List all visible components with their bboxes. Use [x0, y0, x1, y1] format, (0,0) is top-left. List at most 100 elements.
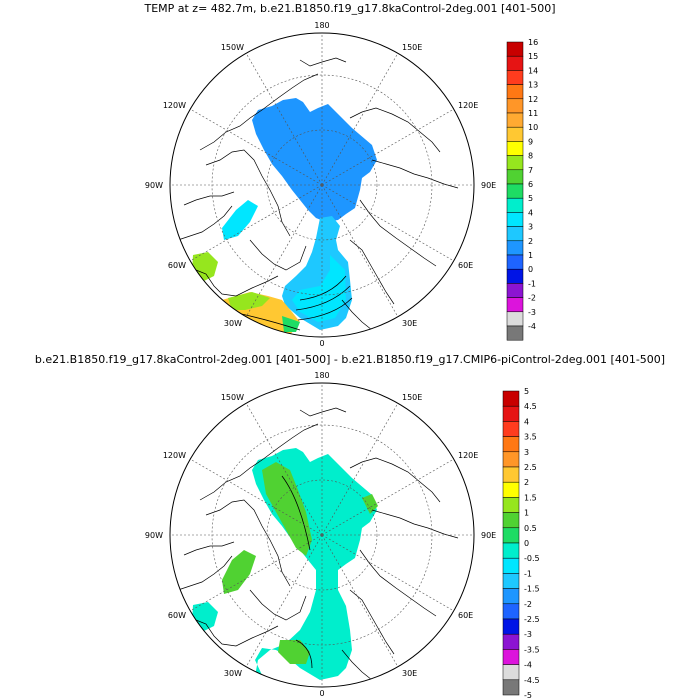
- colorbar-tick-label: 7: [528, 166, 533, 175]
- field-nordic: [278, 640, 310, 664]
- colorbar-swatch: [506, 183, 524, 199]
- lon-label: 90E: [481, 531, 496, 540]
- colorbar-tick-label: -3.5: [524, 645, 540, 654]
- lon-label: 90W: [145, 531, 163, 540]
- colorbar-swatch: [502, 405, 520, 422]
- field-baffin: [222, 200, 258, 240]
- colorbar-tick-label: 1: [524, 509, 529, 518]
- colorbar-tick-label: 5: [524, 387, 529, 396]
- colorbar-tick-label: -4: [524, 661, 532, 670]
- lon-label: 180: [314, 371, 329, 380]
- colorbar-tick-label: 8: [528, 152, 533, 161]
- colorbar-swatch: [506, 84, 524, 100]
- lon-label: 0: [319, 689, 324, 698]
- colorbar-tick-label: 2: [528, 237, 533, 246]
- colorbar-swatch: [502, 436, 520, 453]
- colorbar-swatch: [502, 588, 520, 605]
- lon-label: 120W: [163, 451, 186, 460]
- colorbar-swatch: [502, 466, 520, 483]
- colorbar-tick-label: -2: [524, 600, 532, 609]
- colorbar-tick-label: 4.5: [524, 402, 537, 411]
- lon-label: 0: [319, 339, 324, 348]
- colorbar-swatch: [506, 240, 524, 256]
- colorbar-swatch: [506, 283, 524, 298]
- lon-label: 60E: [458, 611, 473, 620]
- lon-label: 120E: [458, 451, 478, 460]
- field-labrador: [192, 602, 218, 632]
- colorbar-swatch: [502, 557, 520, 574]
- lon-label: 150E: [402, 393, 422, 402]
- colorbar-swatch: [502, 618, 520, 635]
- colorbar-swatch: [502, 497, 520, 513]
- panel-1-lon-labels: 180 150E 120E 90E 60E 30E 0 30W 60W 90W …: [145, 21, 496, 348]
- colorbar-tick-label: 0: [528, 265, 533, 274]
- colorbar-tick-label: -5: [524, 691, 532, 700]
- colorbar-tick-label: 11: [528, 109, 538, 118]
- lon-label: 90W: [145, 181, 163, 190]
- colorbar-swatch: [506, 226, 524, 242]
- colorbar-tick-label: 9: [528, 137, 533, 146]
- colorbar-tick-label: -3: [528, 308, 536, 317]
- colorbar-tick-label: -4: [528, 322, 536, 331]
- colorbar-swatch: [506, 254, 524, 270]
- lon-label: 60E: [458, 261, 473, 270]
- lon-label: 30E: [402, 319, 417, 328]
- colorbar-tick-label: -1: [524, 569, 532, 578]
- colorbar-tick-label: 15: [528, 52, 538, 61]
- colorbar-swatch: [502, 512, 520, 529]
- colorbar-swatch: [506, 141, 524, 156]
- colorbar-tick-label: -1.5: [524, 585, 540, 594]
- colorbar-swatch: [502, 633, 520, 650]
- colorbar-swatch: [502, 573, 520, 589]
- colorbar-swatch: [506, 41, 524, 57]
- colorbar-swatch: [502, 481, 520, 498]
- colorbar-tick-label: 2: [524, 478, 529, 487]
- colorbar-swatch: [506, 70, 524, 85]
- colorbar-swatch: [506, 311, 524, 327]
- colorbar-tick-label: -4.5: [524, 676, 540, 685]
- colorbar-tick-label: -2: [528, 294, 536, 303]
- colorbar-tick-label: 12: [528, 95, 538, 104]
- lon-label: 120W: [163, 101, 186, 110]
- field-labrador: [192, 252, 218, 282]
- lon-label: 90E: [481, 181, 496, 190]
- colorbar-swatch: [502, 527, 520, 544]
- colorbar-tick-label: 1.5: [524, 493, 537, 502]
- lon-label: 60W: [168, 611, 186, 620]
- field-arctic-basin: [252, 98, 377, 222]
- lon-label: 60W: [168, 261, 186, 270]
- colorbar-swatch: [502, 390, 520, 407]
- colorbar-tick-label: -0.5: [524, 554, 540, 563]
- colorbar-tick-label: 13: [528, 81, 538, 90]
- colorbar-tick-label: 16: [528, 38, 538, 47]
- panel-2-map: 180 150E 120E 90E 60E 30E 0 30W 60W 90W …: [145, 371, 496, 698]
- lon-label: 30E: [402, 669, 417, 678]
- panel-2-lon-labels: 180 150E 120E 90E 60E 30E 0 30W 60W 90W …: [145, 371, 496, 698]
- field-baffin: [222, 550, 256, 594]
- colorbar-tick-label: 0.5: [524, 524, 537, 533]
- colorbar-swatch: [506, 112, 524, 128]
- colorbar-swatch: [506, 212, 524, 227]
- colorbar-tick-label: 2.5: [524, 463, 537, 472]
- colorbar-tick-label: 5: [528, 194, 533, 203]
- lon-label: 30W: [224, 669, 242, 678]
- panel-2-colorbar: 5 4.5 4 3.5 3 2.5 2 1.5 1 0.5 0 -0.5 -1 -1.5 -2 -2.5 -3 -…: [502, 387, 540, 700]
- colorbar-swatch: [506, 268, 524, 284]
- colorbar-tick-label: -3: [524, 630, 532, 639]
- colorbar-swatch: [506, 169, 524, 185]
- colorbar-tick-label: 10: [528, 123, 538, 132]
- panel-1-title: TEMP at z= 482.7m, b.e21.B1850.f19_g17.8…: [144, 2, 556, 15]
- lon-label: 120E: [458, 101, 478, 110]
- colorbar-tick-label: 14: [528, 66, 538, 75]
- colorbar-swatch: [502, 603, 520, 620]
- panel-1-map: 180 150E 120E 90E 60E 30E 0 30W 60W 90W …: [145, 21, 496, 348]
- colorbar-swatch: [502, 421, 520, 437]
- colorbar-swatch: [506, 325, 524, 341]
- colorbar-swatch: [506, 155, 524, 171]
- lon-label: 150W: [221, 43, 244, 52]
- colorbar-swatch: [506, 197, 524, 213]
- colorbar-tick-label: 3: [524, 448, 529, 457]
- colorbar-tick-label: 4: [524, 417, 529, 426]
